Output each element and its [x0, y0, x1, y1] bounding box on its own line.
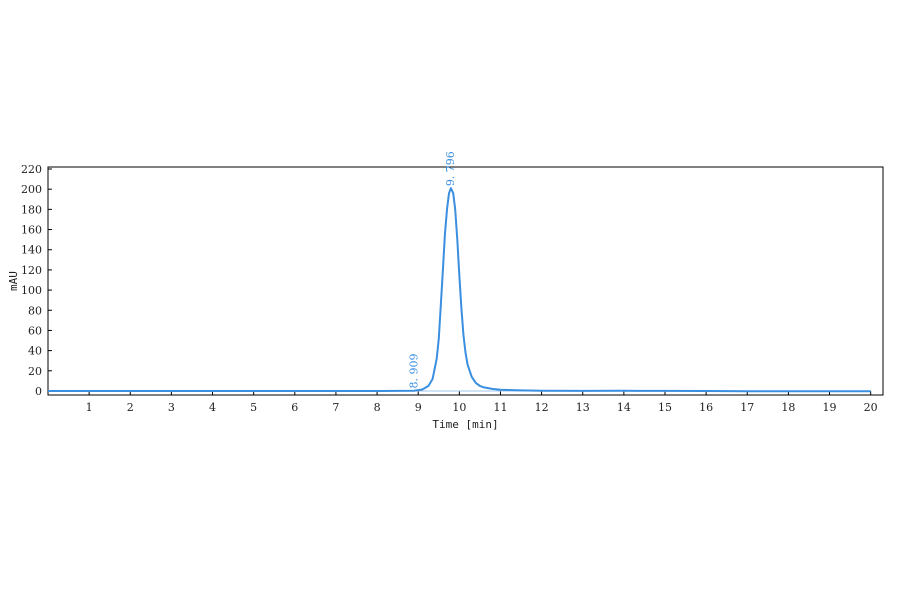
x-tick-label: 18: [781, 401, 795, 414]
x-tick-label: 9: [415, 401, 422, 414]
y-tick-label: 160: [21, 224, 42, 237]
x-tick-label: 7: [332, 401, 339, 414]
y-tick-label: 120: [21, 264, 42, 277]
x-tick-label: 3: [168, 401, 175, 414]
x-tick-label: 10: [452, 401, 466, 414]
x-tick-label: 19: [823, 401, 837, 414]
y-tick-label: 140: [21, 244, 42, 257]
x-tick-label: 4: [209, 401, 216, 414]
peak-label: 9. 796: [444, 151, 457, 186]
y-axis-title: mAU: [7, 271, 20, 291]
plot-frame: [47, 166, 884, 396]
x-tick-label: 12: [535, 401, 549, 414]
chromatogram-trace: [48, 187, 871, 393]
x-tick-label: 17: [740, 401, 754, 414]
x-tick-label: 16: [699, 401, 713, 414]
x-tick-label: 2: [127, 401, 134, 414]
y-tick-label: 40: [28, 345, 42, 358]
x-tick-label: 15: [658, 401, 672, 414]
x-tick-label: 6: [291, 401, 298, 414]
y-tick-label: 60: [28, 324, 42, 337]
y-tick-label: 80: [28, 304, 42, 317]
x-tick-label: 20: [864, 401, 878, 414]
y-tick-label: 0: [35, 385, 42, 398]
y-tick-label: 100: [21, 284, 42, 297]
x-tick-label: 14: [617, 401, 631, 414]
x-axis-title: Time [min]: [432, 418, 498, 431]
peak-labels: 8. 909 9. 796: [407, 151, 456, 388]
y-tick-label: 180: [21, 203, 42, 216]
peak-label: 8. 909: [407, 353, 420, 388]
y-tick-label: 20: [28, 365, 42, 378]
y-axis-ticks: 0 20 40 60 80 100 120 140 160 180 200 220: [21, 163, 52, 398]
x-tick-label: 5: [250, 401, 257, 414]
x-tick-label: 13: [576, 401, 590, 414]
y-tick-label: 220: [21, 163, 42, 176]
x-tick-label: 1: [86, 401, 93, 414]
x-tick-label: 8: [374, 401, 381, 414]
y-tick-label: 200: [21, 183, 42, 196]
x-tick-label: 11: [493, 401, 507, 414]
x-axis-ticks: 1 2 3 4 5 6 7 8 9 10 11 12 13 14 15 16 17 18 19 20: [86, 391, 878, 414]
